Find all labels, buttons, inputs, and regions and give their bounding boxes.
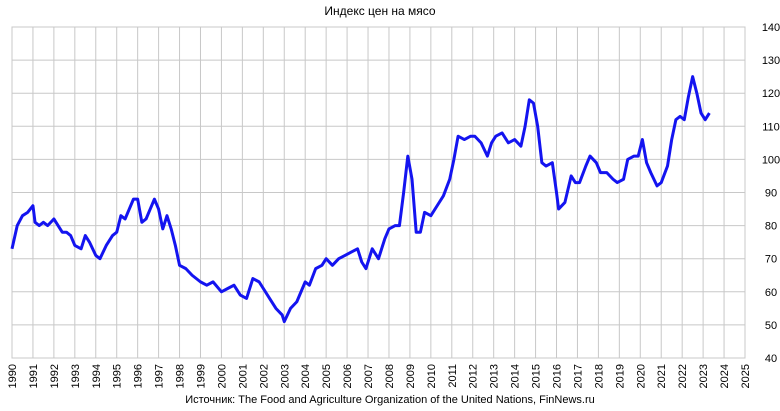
y-tick-label: 110	[762, 121, 780, 133]
x-tick-label: 2015	[531, 364, 543, 388]
line-series	[10, 75, 711, 324]
x-tick-label: 2021	[656, 364, 668, 388]
x-tick-label: 2012	[468, 364, 480, 388]
x-tick-label: 2024	[719, 364, 731, 388]
x-tick-label: 2020	[635, 364, 647, 388]
x-tick-label: 2006	[342, 364, 354, 388]
x-tick-label: 2004	[300, 364, 312, 388]
x-tick-label: 1995	[112, 364, 124, 388]
x-tick-label: 1993	[70, 364, 82, 388]
y-tick-label: 70	[765, 254, 777, 266]
x-tick-label: 2017	[572, 364, 584, 388]
chart-title: Индекс цен на мясо	[324, 4, 436, 18]
x-tick-label: 1999	[195, 364, 207, 388]
y-tick-label: 60	[765, 287, 777, 299]
y-tick-label: 90	[765, 188, 777, 200]
x-tick-label: 2019	[614, 364, 626, 388]
x-tick-label: 2014	[510, 364, 522, 388]
x-tick-label: 1998	[175, 364, 187, 388]
x-tick-label: 2000	[216, 364, 228, 388]
x-tick-label: 2005	[321, 364, 333, 388]
y-tick-label: 140	[762, 22, 780, 34]
x-tick-label: 1997	[154, 364, 166, 388]
x-tick-label: 2016	[552, 364, 564, 388]
x-tick-label: 1990	[7, 364, 19, 388]
x-tick-label: 2002	[258, 364, 270, 388]
x-tick-label: 2001	[237, 364, 249, 388]
x-tick-label: 2010	[426, 364, 438, 388]
y-tick-label: 40	[765, 353, 777, 365]
x-tick-label: 2011	[447, 364, 459, 388]
x-tick-label: 2008	[384, 364, 396, 388]
x-tick-label: 2022	[677, 364, 689, 388]
x-tick-label: 2013	[489, 364, 501, 388]
x-tick-label: 2023	[698, 364, 710, 388]
y-tick-label: 80	[765, 221, 777, 233]
y-tick-label: 50	[765, 320, 777, 332]
x-tick-label: 1992	[49, 364, 61, 388]
x-tick-label: 2007	[363, 364, 375, 388]
y-tick-label: 120	[762, 88, 780, 100]
x-tick-label: 2009	[405, 364, 417, 388]
y-tick-label: 130	[762, 55, 780, 67]
x-tick-label: 2003	[279, 364, 291, 388]
caption: Источник: The Food and Agriculture Organ…	[185, 394, 595, 406]
x-tick-label: 2025	[740, 364, 752, 388]
x-tick-label: 2018	[593, 364, 605, 388]
y-tick-label: 100	[762, 154, 780, 166]
x-tick-label: 1991	[28, 364, 40, 388]
x-tick-label: 1996	[133, 364, 145, 388]
x-tick-label: 1994	[91, 364, 103, 388]
